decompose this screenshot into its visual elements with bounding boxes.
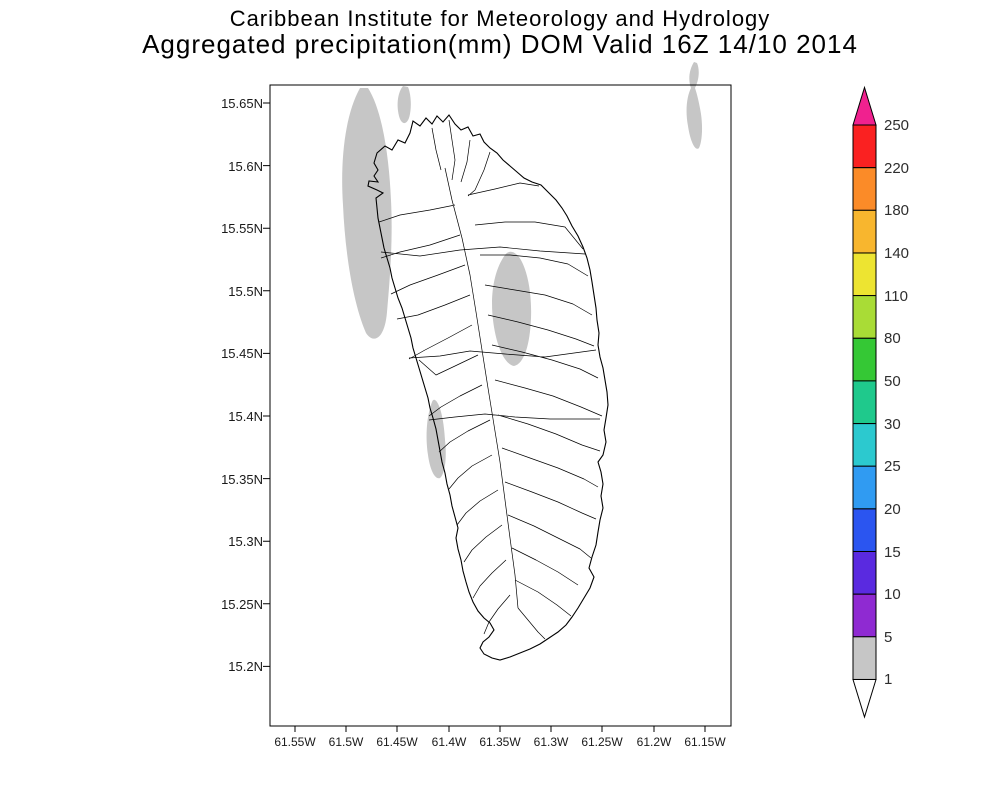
colorbar-segment <box>852 508 877 553</box>
colorbar-label: 5 <box>884 629 893 646</box>
colorbar-label: 220 <box>884 160 910 177</box>
colorbar-segment <box>852 423 877 467</box>
colorbar-label: 80 <box>884 330 901 347</box>
colorbar-label: 180 <box>884 202 910 219</box>
y-axis-tick-label: 15.45N <box>221 346 263 361</box>
colorbar-label: 50 <box>884 373 901 390</box>
y-axis-tick-label: 15.3N <box>228 534 263 549</box>
x-axis-tick-label: 61.55W <box>274 735 316 749</box>
colorbar-segment <box>852 209 877 254</box>
dominica-coastline <box>367 114 609 661</box>
colorbar-label: 15 <box>884 544 901 561</box>
colorbar-segment <box>852 465 877 510</box>
x-axis-tick-label: 61.35W <box>479 735 521 749</box>
page-title: Caribbean Institute for Meteorology and … <box>229 6 771 31</box>
page-subtitle: Aggregated precipitation(mm) DOM Valid 1… <box>142 29 858 59</box>
x-axis-tick-label: 61.5W <box>328 735 364 749</box>
colorbar-segment <box>852 337 877 382</box>
plot-frame <box>269 84 732 727</box>
colorbar-segment <box>852 252 877 297</box>
x-axis-tick-label: 61.25W <box>581 735 623 749</box>
colorbar-segment <box>852 380 877 425</box>
colorbar-label: 250 <box>884 117 910 134</box>
y-axis-tick-label: 15.2N <box>228 659 263 674</box>
colorbar-segment <box>852 124 877 169</box>
colorbar-label: 30 <box>884 416 901 433</box>
colorbar-segment <box>852 167 877 211</box>
map-plot <box>263 62 732 732</box>
x-axis-tick-label: 61.45W <box>376 735 418 749</box>
x-axis-ticks <box>294 726 706 732</box>
shaded-region-center <box>492 251 532 366</box>
x-axis-tick-label: 61.4W <box>431 735 467 749</box>
colorbar-label: 10 <box>884 586 901 603</box>
y-axis-tick-label: 15.6N <box>228 159 263 174</box>
colorbar-segment <box>852 551 877 595</box>
colorbar-label: 1 <box>884 671 893 688</box>
y-axis-tick-label: 15.55N <box>221 221 263 236</box>
colorbar-segment <box>852 593 877 638</box>
watershed-lines <box>378 119 603 640</box>
shaded-region-northwest-small <box>397 86 411 124</box>
x-axis-tick-label: 61.15W <box>684 735 726 749</box>
precip-shading-group <box>342 62 703 479</box>
colorbar-label: 20 <box>884 501 901 518</box>
colorbar-segment <box>852 295 877 339</box>
y-axis-tick-label: 15.5N <box>228 284 263 299</box>
y-axis-tick-label: 15.65N <box>221 96 263 111</box>
colorbar-label: 25 <box>884 458 901 475</box>
y-axis-tick-label: 15.35N <box>221 472 263 487</box>
y-axis-ticks <box>263 102 270 667</box>
colorbar-label: 140 <box>884 245 910 262</box>
x-axis-tick-label: 61.3W <box>533 735 569 749</box>
colorbar-label: 110 <box>884 288 908 305</box>
y-axis-tick-label: 15.25N <box>221 597 263 612</box>
colorbar <box>852 85 877 719</box>
shaded-region-northeast-corner <box>686 62 703 149</box>
colorbar-top-triangle <box>852 85 877 126</box>
colorbar-segment <box>852 636 877 680</box>
x-axis-tick-label: 61.2W <box>636 735 672 749</box>
shaded-region-west-coast <box>342 88 392 339</box>
y-axis-tick-label: 15.4N <box>228 409 263 424</box>
colorbar-bottom-triangle <box>852 679 877 719</box>
